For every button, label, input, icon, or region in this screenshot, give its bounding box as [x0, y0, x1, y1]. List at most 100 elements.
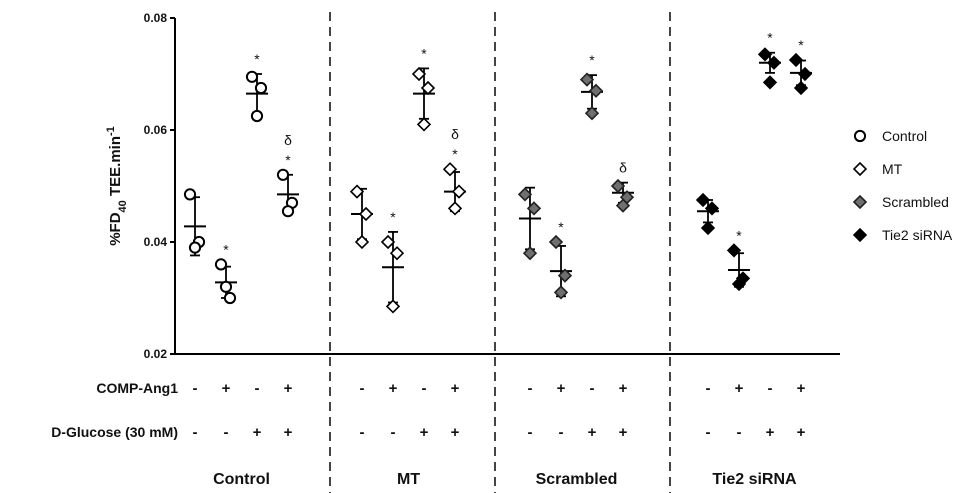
plot-area: * * * δ * * * δ * * δ * * * — [183, 30, 813, 314]
y-axis-label-main: %FD — [107, 212, 124, 246]
data-point — [416, 117, 432, 132]
data-point — [610, 178, 626, 194]
data-point — [731, 276, 747, 292]
row-label: D-Glucose (30 mM) — [51, 424, 178, 440]
d-glucose-sign: + — [766, 424, 775, 441]
data-point — [726, 243, 742, 258]
comp-ang1-sign: + — [451, 380, 460, 397]
data-point — [797, 66, 813, 82]
data-point — [584, 106, 600, 121]
significance-asterisk: * — [421, 45, 427, 61]
d-glucose-sign: + — [797, 424, 806, 441]
series-tie2-sirna: * * * — [695, 30, 813, 292]
comp-ang1-sign: + — [284, 380, 293, 397]
data-point — [793, 80, 809, 96]
data-point — [358, 206, 374, 222]
d-glucose-sign: - — [391, 424, 396, 441]
data-point — [704, 201, 720, 216]
data-point — [188, 241, 202, 254]
significance-asterisk: * — [452, 146, 458, 162]
significance-delta: δ — [284, 132, 292, 148]
y-axis-label: %FD40 TEE.min-1 — [105, 126, 129, 246]
series-mt: * * * δ — [349, 45, 467, 314]
legend-label: Control — [882, 128, 927, 144]
significance-asterisk: * — [767, 30, 773, 46]
significance-asterisk: * — [390, 209, 396, 225]
comp-ang1-sign: - — [255, 380, 260, 397]
data-point — [385, 299, 401, 314]
legend-item: Scrambled — [852, 194, 949, 210]
significance-asterisk: * — [736, 227, 742, 243]
data-point — [281, 205, 295, 218]
comp-ang1-sign: - — [193, 380, 198, 397]
d-glucose-sign: - — [737, 424, 742, 441]
series-control: * * * δ — [183, 51, 299, 305]
data-point — [349, 184, 365, 199]
legend-label: Tie2 siRNA — [882, 227, 953, 243]
comp-ang1-sign: - — [768, 380, 773, 397]
significance-delta: δ — [451, 126, 459, 142]
significance-asterisk: * — [285, 152, 291, 168]
row-label: COMP-Ang1 — [96, 380, 178, 396]
legend-item: MT — [852, 161, 903, 177]
data-point — [389, 246, 405, 261]
d-glucose-sign: + — [420, 424, 429, 441]
data-point — [522, 246, 538, 261]
data-point — [695, 192, 711, 208]
data-point — [852, 161, 868, 177]
d-glucose-sign: + — [253, 424, 262, 441]
data-point — [762, 75, 778, 90]
d-glucose-sign: - — [224, 424, 229, 441]
axes: 0.02 0.04 0.06 0.08 — [144, 11, 840, 361]
data-point — [588, 83, 604, 98]
data-point — [757, 47, 773, 62]
data-point — [420, 80, 436, 96]
group-label: Tie2 siRNA — [712, 471, 797, 488]
legend-label: MT — [882, 161, 903, 177]
d-glucose-sign: + — [284, 424, 293, 441]
data-point — [183, 188, 197, 201]
comp-ang1-sign: - — [360, 380, 365, 397]
data-point — [276, 168, 290, 181]
d-glucose-sign: - — [706, 424, 711, 441]
y-tick-label: 0.04 — [144, 235, 168, 249]
comp-ang1-sign: + — [222, 380, 231, 397]
group-separators — [329, 12, 671, 493]
data-point — [250, 109, 264, 123]
comp-ang1-sign: + — [389, 380, 398, 397]
data-point — [852, 194, 868, 210]
comp-ang1-sign: - — [422, 380, 427, 397]
d-glucose-sign: - — [528, 424, 533, 441]
data-point — [380, 234, 396, 250]
comp-ang1-sign: + — [797, 380, 806, 397]
d-glucose-sign: - — [360, 424, 365, 441]
comp-ang1-sign: - — [528, 380, 533, 397]
significance-asterisk: * — [798, 37, 804, 53]
d-glucose-sign: + — [588, 424, 597, 441]
y-tick-label: 0.08 — [144, 11, 168, 25]
data-point — [245, 70, 259, 83]
significance-delta: δ — [619, 160, 627, 176]
data-point — [447, 201, 463, 216]
data-point — [214, 258, 228, 271]
series-scrambled: * * δ — [517, 52, 635, 300]
data-point — [579, 72, 595, 87]
significance-asterisk: * — [223, 241, 229, 257]
data-point — [700, 220, 716, 236]
data-point — [354, 234, 370, 250]
data-point — [411, 66, 427, 82]
data-point — [442, 162, 458, 177]
data-point — [766, 55, 782, 70]
y-axis-label-unit: TEE.min — [107, 136, 124, 200]
data-point — [517, 187, 533, 202]
data-point — [557, 268, 573, 283]
legend-label: Scrambled — [882, 194, 949, 210]
data-point — [451, 184, 467, 199]
data-point — [526, 201, 542, 216]
y-tick-label: 0.06 — [144, 123, 168, 137]
significance-asterisk: * — [558, 219, 564, 235]
data-point — [548, 234, 564, 250]
data-point — [852, 227, 868, 243]
